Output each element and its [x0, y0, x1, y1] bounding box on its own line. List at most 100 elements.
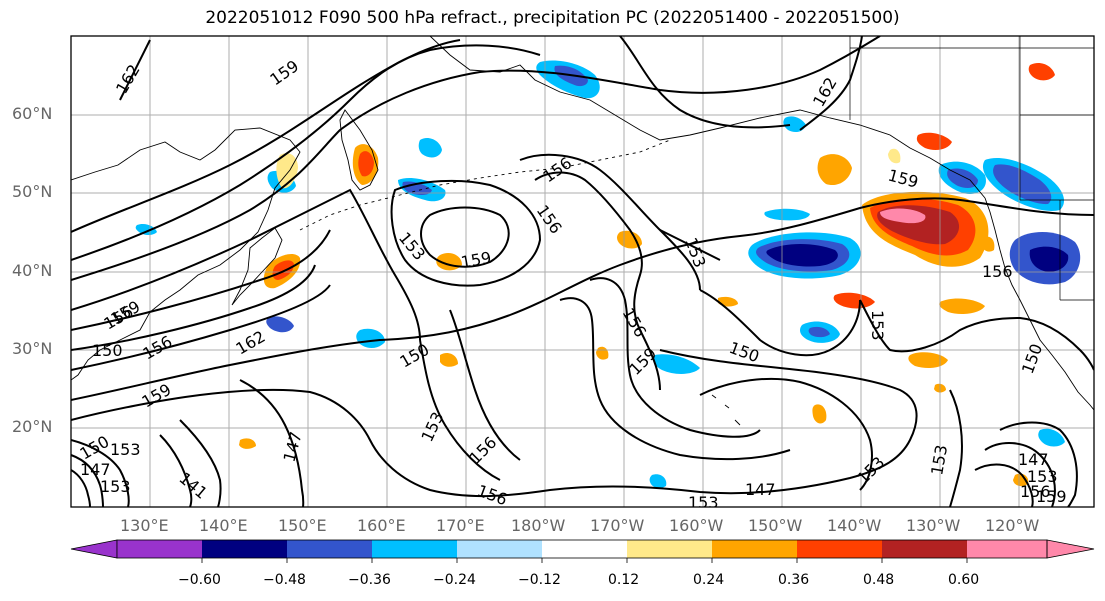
colorbar-swatch — [797, 540, 882, 558]
kamchatka-coastline — [339, 109, 379, 191]
colorbar-label: 0.24 — [693, 572, 725, 588]
colorbar-min-extension — [70, 539, 118, 559]
precip-positive-area — [596, 346, 609, 360]
precip-positive-area — [239, 438, 256, 449]
contour-label: 156 — [1020, 482, 1051, 501]
lon-label: 120°W — [985, 516, 1040, 535]
contour-label: 162 — [112, 61, 144, 97]
contour-labels: 162 159 162 156 156 153 159 153 159 156 … — [77, 56, 1067, 512]
colorbar-swatch — [712, 540, 797, 558]
precip-positive-area — [817, 154, 852, 186]
contour-label: 159 — [266, 56, 302, 89]
contour-label: 153 — [688, 493, 719, 512]
colorbar-label: 0.48 — [863, 572, 895, 588]
precip-negative-area — [947, 168, 978, 188]
colorbar-label: 0.12 — [608, 572, 640, 588]
precip-positive-area — [908, 352, 948, 368]
precip-positive-area — [812, 404, 827, 424]
lon-label: 170°W — [590, 516, 645, 535]
lon-label: 150°E — [278, 516, 327, 535]
contour-label: 147 — [80, 460, 111, 479]
contour-label: 150 — [92, 341, 123, 360]
precip-positive-area — [440, 353, 458, 367]
contour-label: 150 — [77, 432, 113, 464]
precip-positive-area — [1028, 63, 1055, 81]
precip-negative-area — [649, 474, 667, 489]
precip-negative-area — [808, 326, 830, 338]
colorbar-ticks — [201, 558, 968, 563]
colorbar-label: −0.48 — [263, 572, 306, 588]
lon-label: 150°W — [748, 516, 803, 535]
graticule — [71, 36, 1094, 507]
precip-negative-area — [993, 164, 1052, 205]
precip-positive-area — [982, 236, 995, 252]
lat-label: 40°N — [12, 261, 53, 280]
contour-label: 147 — [1018, 450, 1049, 469]
precip-negative-area — [1038, 428, 1065, 447]
colorbar — [70, 539, 1095, 563]
contour-label: 153 — [395, 228, 429, 264]
contour-label: 150 — [1018, 341, 1046, 376]
precip-positive-area — [939, 298, 985, 314]
asia-coastline — [71, 127, 301, 381]
contour-label: 156 — [533, 201, 566, 237]
lat-label: 60°N — [12, 104, 53, 123]
colorbar-label: −0.24 — [433, 572, 476, 588]
colorbar-swatch — [457, 540, 542, 558]
lon-label: 140°W — [827, 516, 882, 535]
contour-label: 147 — [745, 480, 776, 499]
contour-label: 156 — [982, 262, 1013, 281]
contour-label: 159 — [886, 166, 920, 192]
lon-label: 130°E — [120, 516, 169, 535]
contour-label: 150 — [397, 340, 433, 372]
lon-label: 180°W — [511, 516, 566, 535]
lon-label: 170°E — [436, 516, 485, 535]
precip-negative-area — [418, 138, 442, 158]
contour-label: 159 — [459, 248, 492, 272]
precip-positive-area — [358, 151, 374, 177]
contour-label: 141 — [175, 469, 211, 503]
colorbar-outline — [116, 539, 1048, 559]
colorbar-swatch — [202, 540, 287, 558]
colorbar-label: 0.36 — [778, 572, 810, 588]
map-title: 2022051012 F090 500 hPa refract., precip… — [205, 8, 900, 28]
map-frame — [70, 35, 1095, 508]
contour-label: 147 — [280, 430, 306, 464]
precip-positive-area — [718, 296, 738, 307]
contour-label: 153 — [853, 453, 888, 488]
precip-negative-area — [766, 244, 838, 267]
precip-negative-area — [356, 328, 385, 348]
north-america-coastline — [984, 197, 1094, 411]
precip-negative-area — [266, 316, 294, 333]
colorbar-swatch — [967, 540, 1047, 558]
lat-label: 20°N — [12, 417, 53, 436]
contour-label: 153 — [1027, 467, 1058, 486]
precip-negative-area — [653, 354, 700, 374]
contour-label: 156 — [475, 481, 510, 509]
precip-positive-area — [833, 292, 875, 309]
colorbar-swatch — [117, 540, 202, 558]
alaska-coastline — [429, 36, 986, 199]
precip-positive-area — [916, 132, 952, 150]
colorbar-swatch — [627, 540, 712, 558]
precip-positive-area — [880, 208, 926, 224]
precip-negative-area — [783, 116, 806, 133]
lon-label: 130°W — [906, 516, 961, 535]
precip-negative-area — [1029, 246, 1069, 272]
contour-label: 159 — [1036, 487, 1067, 506]
colorbar-swatch — [372, 540, 457, 558]
contour-label: 153 — [927, 443, 951, 476]
lon-label: 140°E — [199, 516, 248, 535]
contour-label: 156 — [619, 305, 651, 341]
precip-positive-area — [617, 230, 642, 249]
precip-positive-area — [272, 260, 294, 280]
colorbar-swatch — [287, 540, 372, 558]
colorbar-label: −0.60 — [178, 572, 221, 588]
contour-label: 153 — [100, 477, 131, 496]
precipitation-shading — [135, 60, 1081, 489]
lon-label: 160°W — [669, 516, 724, 535]
colorbar-swatch — [882, 540, 967, 558]
contour-label: 156 — [465, 433, 500, 468]
lat-label: 30°N — [12, 339, 53, 358]
